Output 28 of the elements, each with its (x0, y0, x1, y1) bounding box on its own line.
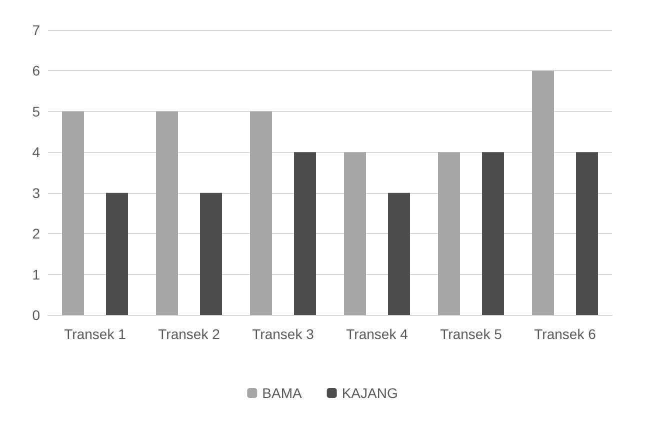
y-tick-label: 7 (32, 22, 40, 38)
x-tick-label: Transek 3 (252, 326, 314, 342)
y-tick-label: 6 (32, 62, 40, 79)
bar (344, 152, 366, 315)
y-tick-label: 0 (32, 307, 40, 323)
bar (106, 192, 128, 315)
bar (482, 152, 504, 315)
legend-label: BAMA (262, 385, 302, 401)
bar (438, 152, 460, 315)
x-tick-label: Transek 4 (346, 326, 408, 342)
bar (62, 111, 84, 315)
bar (250, 111, 272, 315)
bar (576, 152, 598, 315)
bar (532, 70, 554, 315)
y-tick-label: 4 (32, 144, 40, 160)
bar (294, 152, 316, 315)
legend-label: KAJANG (342, 385, 398, 401)
y-tick-label: 2 (32, 226, 40, 242)
x-tick-label: Transek 1 (64, 326, 126, 342)
x-tick-label: Transek 5 (440, 326, 502, 342)
x-tick-label: Transek 6 (534, 326, 596, 342)
y-tick-label: 1 (32, 266, 40, 282)
y-tick-label: 3 (32, 184, 40, 201)
bar (156, 111, 178, 315)
bar (388, 192, 410, 315)
bar (200, 192, 222, 315)
y-tick-label: 5 (32, 103, 40, 120)
x-tick-label: Transek 2 (158, 326, 220, 342)
